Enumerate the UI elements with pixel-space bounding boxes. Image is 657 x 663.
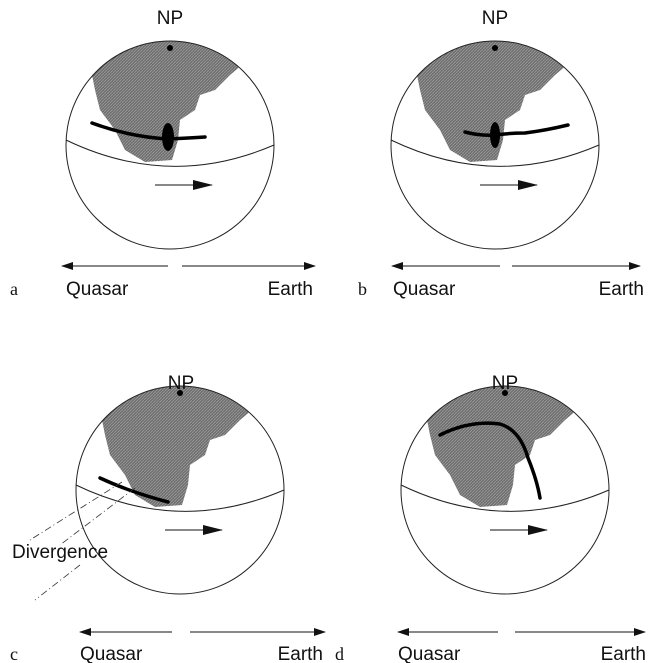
panel-label: c <box>10 644 18 663</box>
panel-d: NP d Quasar Earth <box>335 373 646 663</box>
panel-label: b <box>358 279 367 299</box>
pole-label: NP <box>482 8 508 29</box>
divergence-lines <box>29 481 136 601</box>
right-label: Earth <box>268 279 313 300</box>
panel-b: NP b Quasar Earth <box>358 8 644 300</box>
track <box>438 421 542 500</box>
left-label: Quasar <box>393 279 456 300</box>
spot <box>162 123 174 151</box>
left-label: Quasar <box>398 644 461 663</box>
annotation: Divergence <box>12 542 108 563</box>
spot <box>490 122 500 148</box>
panel-a: NP a Quasar Earth <box>10 8 316 300</box>
track <box>98 476 170 504</box>
panel-c: Divergence NP c Quasar Earth <box>10 373 326 663</box>
left-label: Quasar <box>66 279 129 300</box>
pole-label: NP <box>168 373 194 394</box>
pole-label: NP <box>157 8 183 29</box>
globe <box>401 380 609 594</box>
track <box>463 123 570 137</box>
right-label: Earth <box>278 644 323 663</box>
panel-label: a <box>10 279 18 299</box>
left-label: Quasar <box>80 644 143 663</box>
right-label: Earth <box>601 644 646 663</box>
right-label: Earth <box>599 279 644 300</box>
panel-label: d <box>335 644 344 663</box>
pole-label: NP <box>492 373 518 394</box>
